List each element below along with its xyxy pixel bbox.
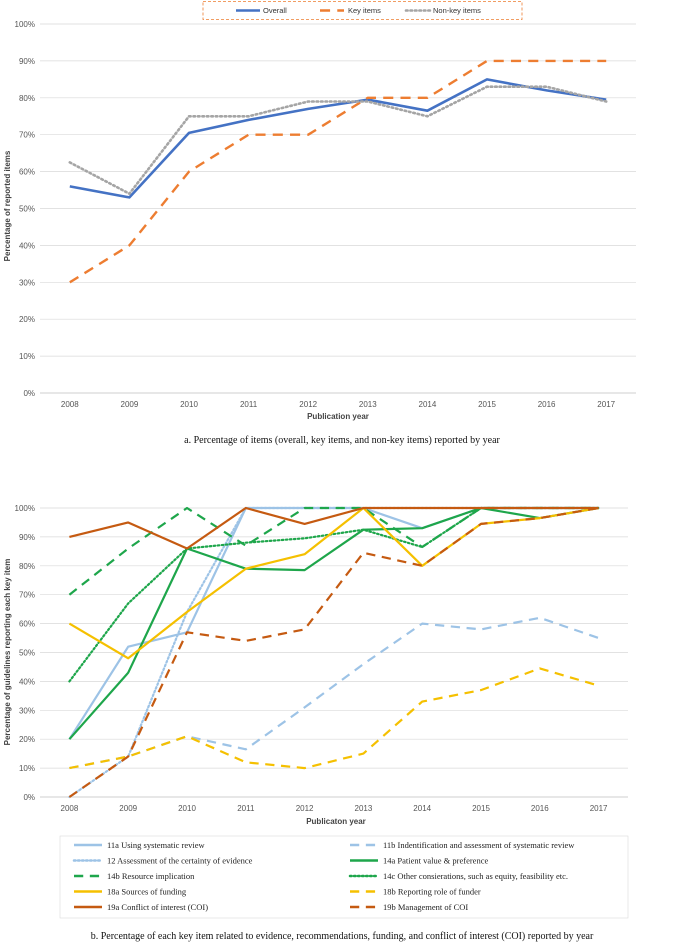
a-x-tick-label: 2012 — [299, 400, 317, 409]
a-x-tick-label: 2008 — [61, 400, 79, 409]
a-x-tick-label: 2014 — [419, 400, 437, 409]
chart-a-caption: a. Percentage of items (overall, key ite… — [184, 435, 500, 446]
a-y-tick-label: 0% — [23, 389, 35, 398]
a-y-tick-label: 50% — [19, 205, 35, 214]
a-y-tick-label: 20% — [19, 315, 35, 324]
a-y-tick-label: 30% — [19, 278, 35, 287]
chart-a-lines — [68, 59, 608, 284]
b-series-line-18b-reporting-role-of-funder — [69, 667, 599, 770]
b-x-tick-label: 2011 — [237, 804, 255, 813]
chart-a-gridlines — [40, 23, 636, 394]
legend-label-non-key-items: Non-key items — [433, 6, 481, 15]
legend-label-14c-other-consierations-such-as-equity-feasibility-etc: 14c Other consierations, such as equity,… — [383, 871, 568, 881]
chart-a-legend-box — [202, 1, 523, 20]
a-x-tick-label: 2013 — [359, 400, 377, 409]
b-series-line-19a-conflict-of-interest-coi — [69, 506, 599, 550]
chart-a-legend: Overall Key items Non-key items — [236, 6, 481, 15]
b-y-tick-label: 20% — [19, 735, 35, 744]
legend-label-14a-patient-value-preference: 14a Patient value & preference — [383, 856, 488, 866]
a-y-tick-label: 80% — [19, 94, 35, 103]
b-x-tick-label: 2009 — [119, 804, 137, 813]
b-y-tick-label: 10% — [19, 764, 35, 773]
b-y-tick-label: 80% — [19, 562, 35, 571]
b-y-tick-label: 100% — [15, 504, 35, 513]
b-x-tick-label: 2017 — [590, 804, 608, 813]
a-y-tick-label: 10% — [19, 352, 35, 361]
a-y-tick-label: 70% — [19, 131, 35, 140]
legend-label-19b-management-of-coi: 19b Management of COI — [383, 902, 468, 912]
a-series-line-non-key-items — [68, 85, 608, 195]
chart-a-x-ticks: 2008 2009 2010 2011 2012 2013 2014 2015 2016 2017 — [61, 400, 616, 409]
b-series-line-14a-patient-value-preference — [68, 506, 599, 740]
a-x-tick-label: 2011 — [240, 400, 258, 409]
b-y-tick-label: 70% — [19, 591, 35, 600]
b-y-tick-label: 40% — [19, 677, 35, 686]
chart-b-legend-box — [59, 835, 629, 919]
b-x-tick-label: 2012 — [296, 804, 314, 813]
chart-a-y-ticks: 0% 10% 20% 30% 40% 50% 60% 70% 80% 90% 100% — [15, 20, 35, 398]
chart-b-y-axis-title: Percentage of guidelines reporting each … — [3, 559, 12, 746]
a-series-line-overall — [69, 78, 607, 199]
b-x-tick-label: 2014 — [413, 804, 431, 813]
b-x-tick-label: 2016 — [531, 804, 549, 813]
chart-b-x-ticks: 2008 2009 2010 2011 2012 2013 2014 2015 2016 2017 — [61, 804, 609, 813]
legend-label-12-assessment-of-the-certainty-of-evidence: 12 Assessment of the certainty of eviden… — [107, 856, 253, 866]
a-x-tick-label: 2010 — [180, 400, 198, 409]
a-y-tick-label: 60% — [19, 168, 35, 177]
chart-a-y-axis-title: Percentage of reported items — [3, 150, 12, 261]
a-y-tick-label: 90% — [19, 57, 35, 66]
b-y-tick-label: 0% — [23, 793, 35, 802]
legend-label-18a-sources-of-funding: 18a Sources of funding — [107, 887, 187, 897]
b-y-tick-label: 30% — [19, 706, 35, 715]
b-x-tick-label: 2010 — [178, 804, 196, 813]
b-x-tick-label: 2008 — [61, 804, 79, 813]
legend-label-18b-reporting-role-of-funder: 18b Reporting role of funder — [383, 887, 481, 897]
b-x-tick-label: 2015 — [472, 804, 490, 813]
b-y-tick-label: 60% — [19, 620, 35, 629]
chart-b: 0%10%20%30%40%50%60%70%80%90%100% 2008 20… — [3, 504, 629, 942]
chart-b-y-ticks: 0% 10% 20% 30% 40% 50% 60% 70% 80% 90% 100% — [15, 504, 35, 802]
a-x-tick-label: 2009 — [121, 400, 139, 409]
legend-label-19a-conflict-of-interest-coi: 19a Conflict of interest (COI) — [107, 902, 208, 912]
b-series-line-11b-indentification-and-assessment-of-systematic-review — [69, 616, 599, 770]
a-x-tick-label: 2016 — [538, 400, 556, 409]
legend-label-11b-indentification-and-assessment-of-systematic-review: 11b Indentification and assessment of sy… — [383, 840, 575, 850]
legend-label-11a-using-systematic-review: 11a Using systematic review — [107, 840, 206, 850]
chart-b-x-axis-title: Publicaton year — [306, 817, 366, 826]
a-x-tick-label: 2015 — [478, 400, 496, 409]
b-y-tick-label: 90% — [19, 533, 35, 542]
a-x-tick-label: 2017 — [597, 400, 615, 409]
legend-label-14b-resource-implication: 14b Resource implication — [107, 871, 195, 881]
chart-a-x-axis-title: Publication year — [307, 412, 369, 421]
chart-b-lines — [68, 506, 600, 799]
legend-label-key-items: Key items — [348, 6, 381, 15]
b-series-line-19b-management-of-coi — [68, 506, 599, 798]
chart-a: 0%10%20%30%40%50%60%70%80%90%100% 2008 20… — [3, 1, 636, 446]
chart-b-caption: b. Percentage of each key item related t… — [91, 931, 594, 942]
chart-b-legend: 11a Using systematic review 11b Indentifi… — [72, 840, 575, 912]
a-series-line-key-items — [69, 59, 607, 284]
a-y-tick-label: 40% — [19, 241, 35, 250]
b-x-tick-label: 2013 — [355, 804, 373, 813]
b-y-tick-label: 50% — [19, 649, 35, 658]
legend-label-overall: Overall — [263, 6, 287, 15]
a-y-tick-label: 100% — [15, 20, 35, 29]
